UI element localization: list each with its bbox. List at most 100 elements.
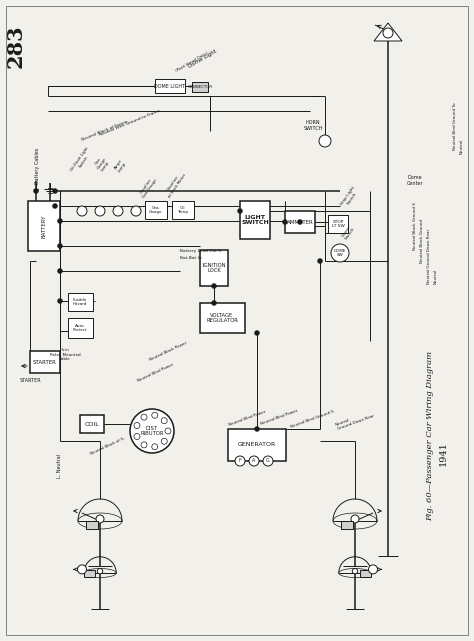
Text: Neutral Blnd Power: Neutral Blnd Power bbox=[228, 410, 266, 427]
Bar bbox=[328, 215, 348, 233]
Text: Gasoline
Gas Gauge: Gasoline Gas Gauge bbox=[138, 176, 158, 199]
Circle shape bbox=[152, 412, 158, 418]
Text: STARTER: STARTER bbox=[19, 378, 41, 383]
Bar bbox=[30, 351, 60, 373]
Circle shape bbox=[141, 442, 147, 448]
Text: G: G bbox=[266, 458, 270, 463]
Bar bbox=[285, 211, 315, 233]
Text: Neutral Black of Frame: Neutral Black of Frame bbox=[81, 120, 129, 142]
Bar bbox=[360, 570, 371, 577]
Text: Oil-Dash Light
Switch: Oil-Dash Light Switch bbox=[70, 146, 94, 175]
Text: L. Neutral: L. Neutral bbox=[57, 454, 63, 478]
Circle shape bbox=[263, 456, 273, 466]
Text: Auto
Protect: Auto Protect bbox=[73, 324, 87, 332]
Circle shape bbox=[57, 244, 63, 249]
Text: Battery Cables: Battery Cables bbox=[36, 148, 40, 184]
Circle shape bbox=[161, 438, 167, 444]
Text: Horn
Relay Mounted
Cable: Horn Relay Mounted Cable bbox=[50, 348, 80, 361]
Circle shape bbox=[130, 409, 174, 453]
Circle shape bbox=[211, 301, 217, 306]
Text: Neutral Black of S.: Neutral Black of S. bbox=[90, 436, 126, 456]
Text: Battery Load Cut S.: Battery Load Cut S. bbox=[180, 249, 222, 253]
Text: Neutral Black Ground S: Neutral Black Ground S bbox=[413, 202, 417, 250]
Circle shape bbox=[131, 206, 141, 216]
Circle shape bbox=[97, 569, 103, 574]
Text: +: + bbox=[33, 185, 39, 194]
Bar bbox=[145, 201, 167, 219]
Bar bbox=[200, 303, 245, 333]
Circle shape bbox=[78, 565, 86, 574]
Text: Gas
Gauge
Lamp: Gas Gauge Lamp bbox=[93, 154, 111, 173]
Circle shape bbox=[34, 188, 38, 194]
Text: Dome Light: Dome Light bbox=[188, 49, 218, 69]
Circle shape bbox=[57, 219, 63, 224]
Circle shape bbox=[318, 258, 322, 263]
Text: Neutral: Neutral bbox=[434, 269, 438, 283]
Text: VOLTAGE
REGULATOR: VOLTAGE REGULATOR bbox=[206, 313, 238, 324]
Text: Neutral Blnd Power: Neutral Blnd Power bbox=[260, 409, 298, 426]
Circle shape bbox=[249, 456, 259, 466]
Circle shape bbox=[96, 515, 104, 523]
Bar bbox=[80, 415, 104, 433]
Circle shape bbox=[255, 426, 259, 431]
Circle shape bbox=[77, 206, 87, 216]
Text: Neutral Wire Ground to Frame: Neutral Wire Ground to Frame bbox=[99, 109, 161, 137]
Text: Gasoline
at Back Meter: Gasoline at Back Meter bbox=[164, 171, 187, 199]
Circle shape bbox=[53, 203, 57, 208]
Circle shape bbox=[53, 188, 57, 194]
Circle shape bbox=[298, 219, 302, 224]
Text: DIST
RIBUTOR: DIST RIBUTOR bbox=[140, 426, 164, 437]
Text: Dome
Center: Dome Center bbox=[407, 175, 423, 186]
Text: Fig. 60—Passenger Car Wiring Diagram: Fig. 60—Passenger Car Wiring Diagram bbox=[426, 351, 434, 521]
Text: GENERATOR: GENERATOR bbox=[238, 442, 276, 447]
Text: Neutral Blnd Power: Neutral Blnd Power bbox=[137, 363, 173, 383]
Circle shape bbox=[95, 206, 105, 216]
Text: A: A bbox=[252, 458, 255, 463]
Circle shape bbox=[152, 444, 158, 450]
Circle shape bbox=[283, 219, 288, 224]
Text: Neutral Black Ground: Neutral Black Ground bbox=[420, 219, 424, 263]
Text: 283: 283 bbox=[6, 24, 26, 68]
Text: BATTERY: BATTERY bbox=[42, 214, 46, 238]
Circle shape bbox=[331, 244, 349, 262]
Circle shape bbox=[319, 135, 331, 147]
Circle shape bbox=[134, 433, 140, 440]
Bar bbox=[172, 201, 194, 219]
Bar bbox=[155, 79, 185, 93]
Circle shape bbox=[351, 515, 359, 523]
Circle shape bbox=[368, 565, 377, 574]
Bar bbox=[192, 82, 208, 92]
Polygon shape bbox=[374, 23, 402, 41]
Circle shape bbox=[165, 428, 171, 434]
Circle shape bbox=[352, 569, 358, 574]
Text: Stop Light
Switch: Stop Light Switch bbox=[340, 186, 360, 209]
Text: (Park Head Only): (Park Head Only) bbox=[175, 51, 209, 73]
Circle shape bbox=[255, 331, 259, 335]
Text: Fusible
Hazard: Fusible Hazard bbox=[73, 297, 87, 306]
Text: IGNITION
LOCK: IGNITION LOCK bbox=[202, 263, 226, 274]
Text: AMMETER: AMMETER bbox=[287, 219, 313, 224]
Text: Neutral Blnd Ground S: Neutral Blnd Ground S bbox=[290, 410, 335, 429]
Text: DOME LIGHT: DOME LIGHT bbox=[155, 83, 185, 88]
Bar bbox=[200, 250, 228, 286]
Circle shape bbox=[383, 28, 393, 38]
Bar bbox=[68, 293, 93, 311]
Text: STARTER: STARTER bbox=[33, 360, 57, 365]
Circle shape bbox=[161, 418, 167, 424]
Text: Neutral
Ground Down Rear: Neutral Ground Down Rear bbox=[335, 410, 374, 431]
Text: CONNECTOR: CONNECTOR bbox=[188, 85, 212, 89]
Text: −: − bbox=[46, 185, 54, 194]
Text: STOP
LT SW: STOP LT SW bbox=[331, 220, 345, 228]
Circle shape bbox=[237, 208, 243, 213]
Circle shape bbox=[113, 206, 123, 216]
Text: Ampr
Lamp: Ampr Lamp bbox=[113, 158, 127, 173]
Text: Bat-Bat Lt.: Bat-Bat Lt. bbox=[180, 256, 203, 260]
Circle shape bbox=[141, 414, 147, 420]
Text: Neutral Blnd Ground To: Neutral Blnd Ground To bbox=[453, 102, 457, 150]
Text: Dome
Switch: Dome Switch bbox=[340, 224, 356, 241]
Text: LIGHT
SWITCH: LIGHT SWITCH bbox=[241, 215, 269, 226]
Text: Neutral: Neutral bbox=[460, 138, 464, 154]
Circle shape bbox=[211, 283, 217, 288]
Bar bbox=[341, 521, 353, 529]
Text: Neutral Ground Down Rear: Neutral Ground Down Rear bbox=[427, 228, 431, 283]
